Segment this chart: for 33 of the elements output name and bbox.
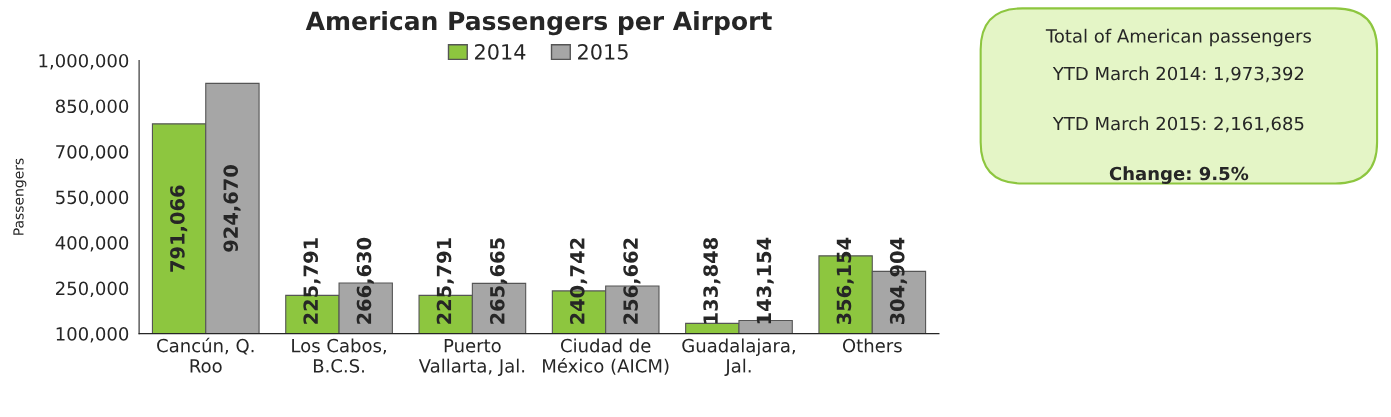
data-label: 924,670: [223, 165, 241, 252]
legend-label: 2015: [578, 43, 628, 60]
data-label: 143,154: [756, 237, 774, 324]
y-tick-label: 1,000,000: [39, 53, 129, 70]
x-tick-label: Puerto Vallarta, Jal.: [418, 339, 525, 377]
data-label: 304,904: [889, 237, 908, 325]
y-tick-label: 250,000: [56, 281, 129, 298]
y-tick-label: 400,000: [55, 236, 129, 252]
data-label: 356,154: [836, 237, 854, 325]
data-label: 256,662: [623, 238, 641, 324]
x-tick-label: Others: [842, 338, 902, 353]
x-tick-label: Cancún, Q. Roo: [157, 337, 254, 373]
x-tick-label: Ciudad de México (AICM): [543, 338, 669, 375]
y-tick-label: 550,000: [56, 190, 129, 206]
y-tick-label: 700,000: [56, 144, 129, 161]
text: Change: 9.5%: [1109, 166, 1249, 184]
data-label: 265,665: [489, 238, 508, 324]
chart-title: American Passengers per Airport: [305, 10, 772, 36]
x-tick-label: Los Cabos, B.C.S.: [292, 338, 386, 373]
y-tick-label: 850,000: [55, 99, 129, 115]
data-label: 266,630: [356, 237, 374, 324]
text: Total of American passengers: [1045, 28, 1311, 47]
y-tick-label: 100,000: [56, 327, 129, 343]
data-label: 791,066: [170, 185, 188, 272]
legend-label: 2014: [475, 43, 526, 60]
data-label: 225,791: [436, 238, 454, 324]
text: YTD March 2014: 1,973,392: [1052, 66, 1304, 83]
y-axis-title: Passengers: [13, 158, 27, 235]
data-label: 225,791: [303, 238, 321, 324]
data-label: 240,742: [569, 238, 588, 324]
x-tick-label: Guadalajara, Jal.: [682, 338, 795, 377]
data-label: 133,848: [703, 238, 721, 324]
text: YTD March 2015: 2,161,685: [1052, 116, 1304, 133]
